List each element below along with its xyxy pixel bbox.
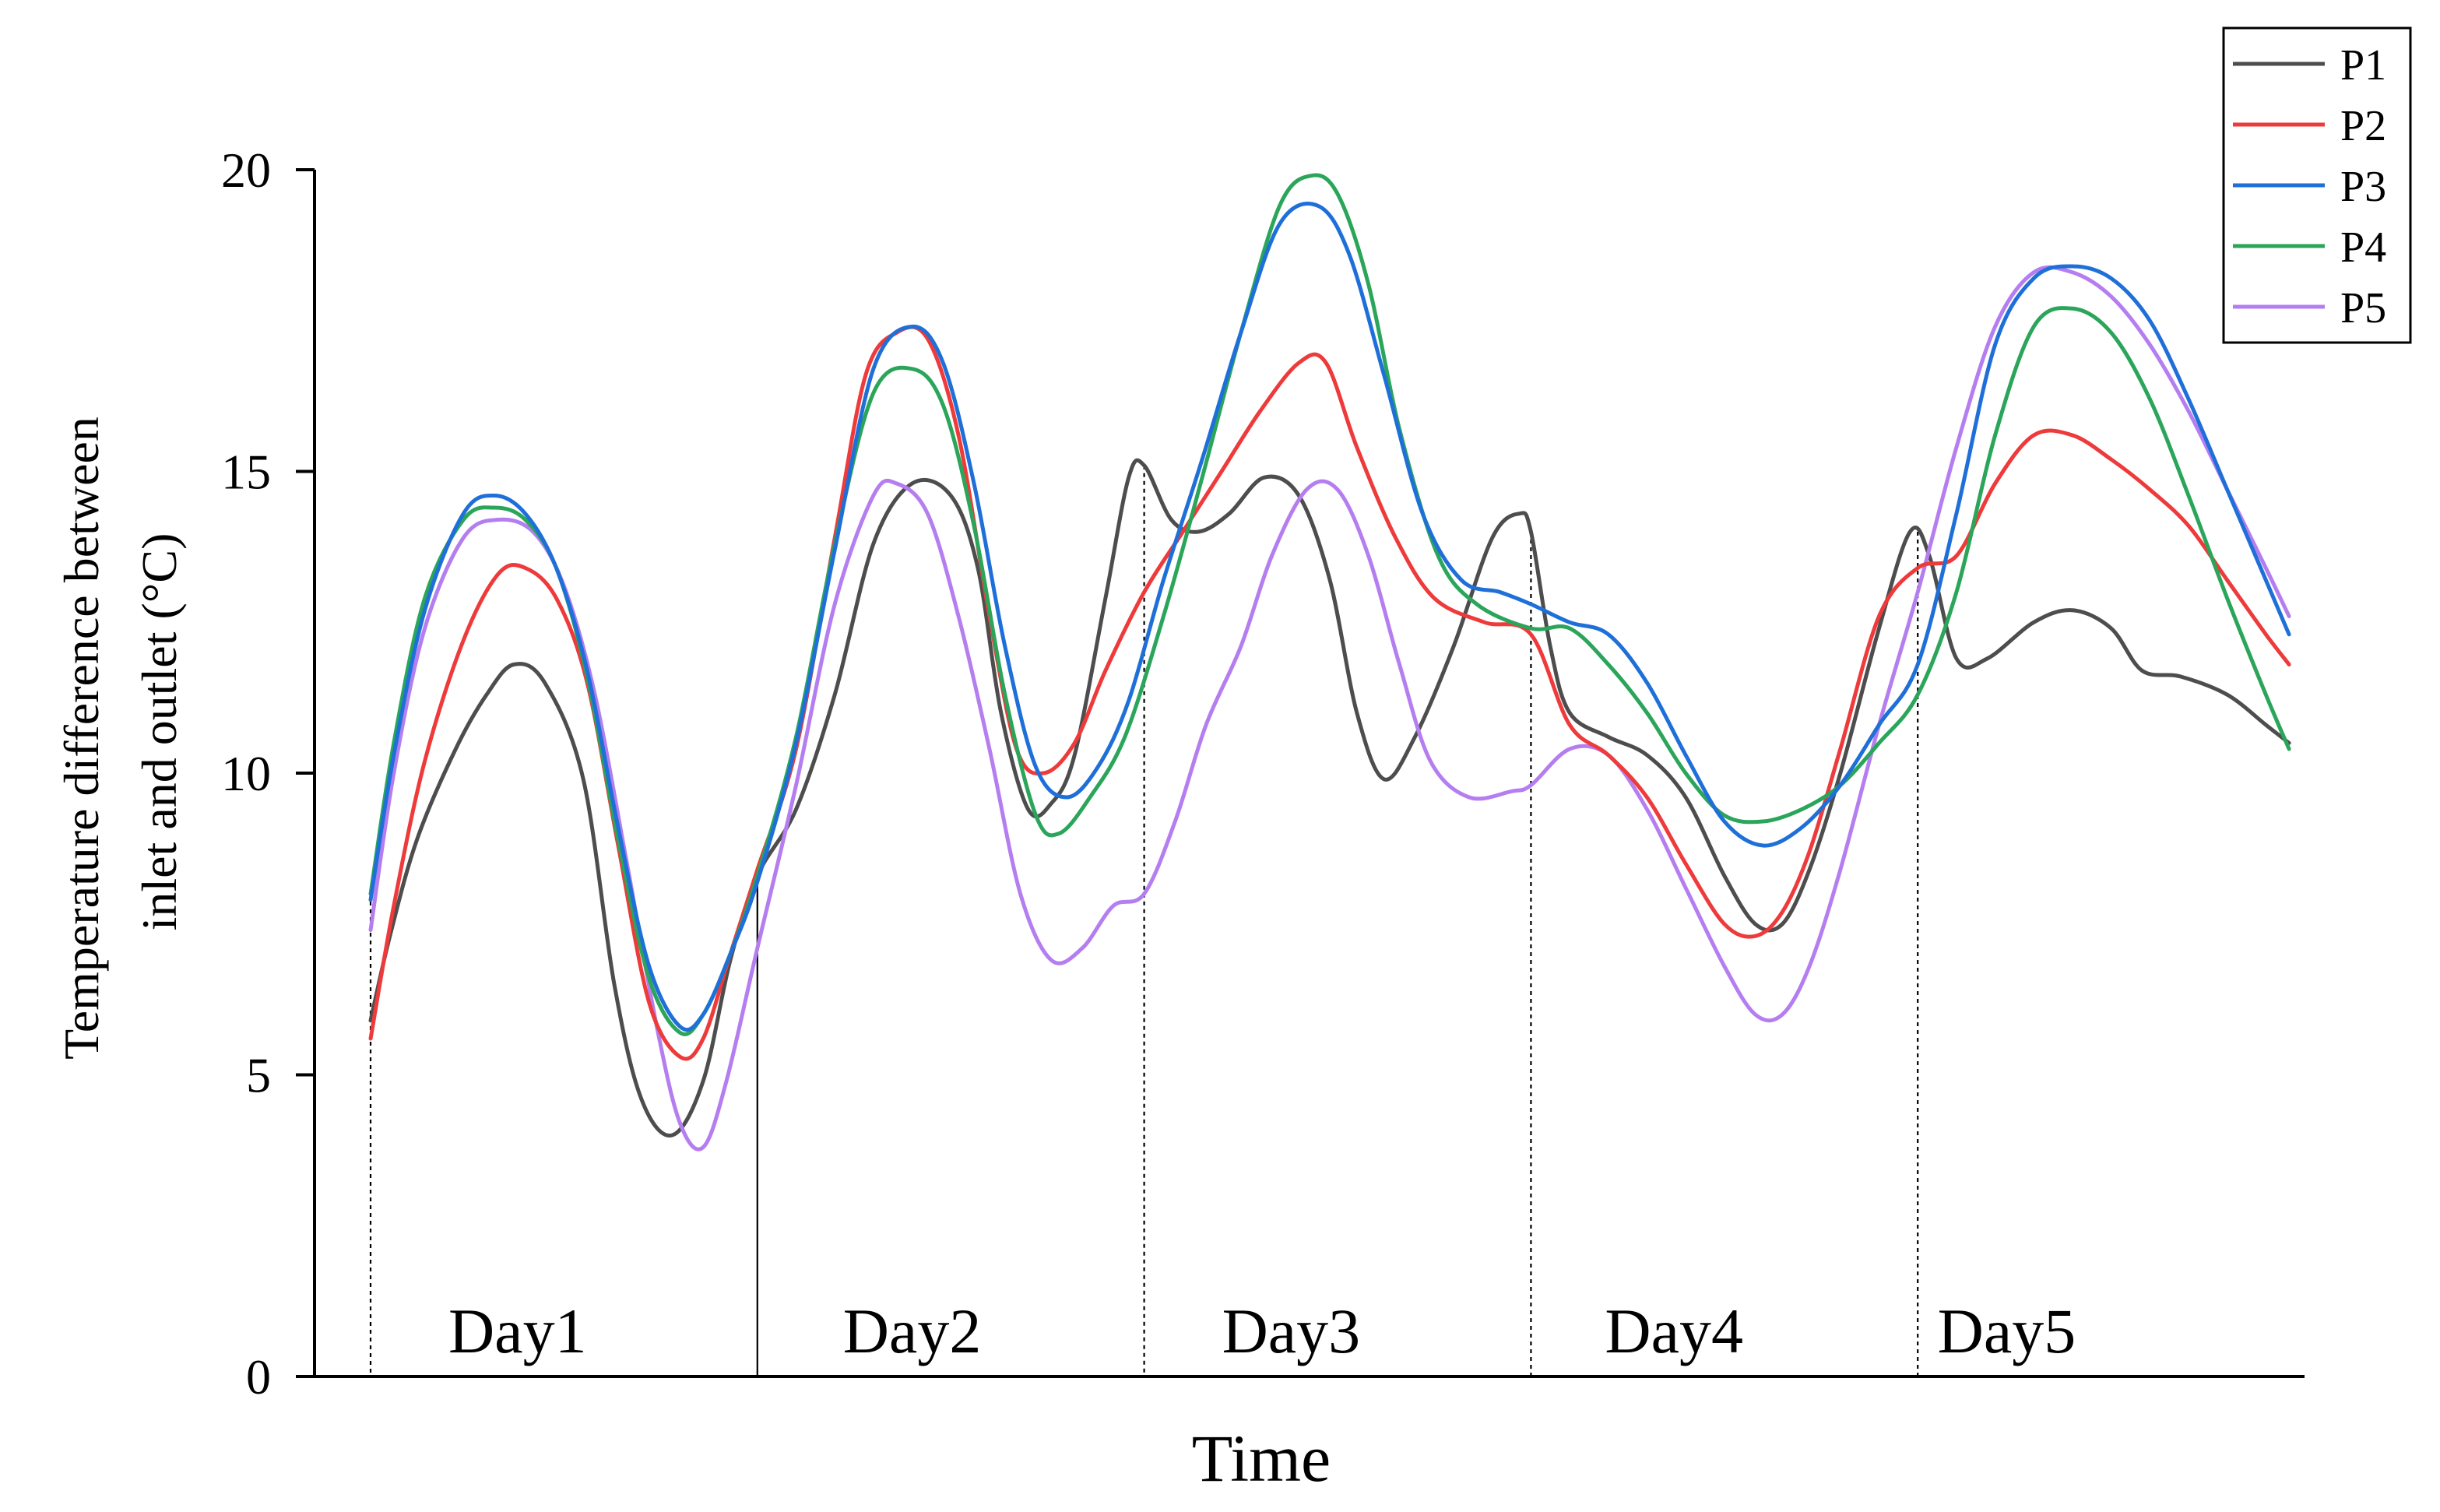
y-tick-label: 20 (221, 142, 271, 198)
legend-label-p5: P5 (2340, 284, 2386, 332)
day-labels: Day1 Day2 Day3 Day4 Day5 (448, 1296, 2076, 1366)
day-divider-lines (369, 465, 1919, 1377)
legend-label-p4: P4 (2340, 223, 2386, 272)
day-label-2: Day2 (843, 1296, 982, 1366)
y-axis-label-line-1: Temperature difference between (54, 417, 109, 1060)
y-tick-label: 5 (246, 1048, 271, 1103)
series-line-p2 (368, 325, 2291, 1061)
y-ticks: 0 5 10 15 20 (221, 142, 315, 1405)
legend: P1 P2 P3 P4 P5 (2222, 26, 2412, 344)
legend-label-p3: P3 (2340, 163, 2386, 211)
y-tick-label: 10 (221, 746, 271, 801)
series-line-p1 (368, 458, 2291, 1138)
day-label-5: Day5 (1938, 1296, 2076, 1366)
y-tick-label: 0 (246, 1349, 271, 1405)
series-line-p3 (368, 202, 2291, 1032)
day-label-3: Day3 (1222, 1296, 1361, 1366)
day-label-1: Day1 (448, 1296, 587, 1366)
day-label-4: Day4 (1605, 1296, 1743, 1366)
y-tick-label: 15 (221, 445, 271, 500)
legend-label-p1: P1 (2340, 41, 2386, 90)
series-lines (368, 173, 2291, 1152)
x-axis-label: Time (1192, 1421, 1331, 1496)
y-axis-label: Temperature difference between inlet and… (54, 404, 187, 1060)
series-line-p4 (368, 173, 2291, 1036)
y-axis-label-line-2: inlet and outlet (°C) (132, 533, 187, 931)
series-line-p5 (368, 265, 2291, 1152)
legend-label-p2: P2 (2340, 102, 2386, 150)
